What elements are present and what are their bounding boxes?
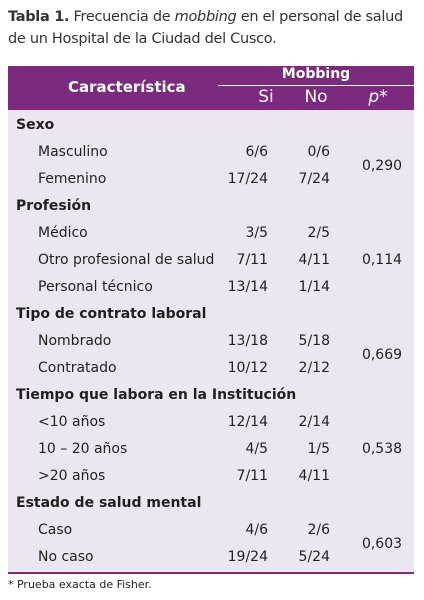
cell-no: 2/12: [298, 360, 330, 376]
caption-text: Frecuencia de: [73, 9, 171, 25]
cell-yes: 4/5: [245, 441, 268, 457]
group-title: Estado de salud mental: [16, 495, 202, 511]
row-label: No caso: [38, 549, 94, 565]
cell-yes: 3/5: [245, 225, 268, 241]
header-rule: [218, 85, 414, 86]
row-label: Contratado: [38, 360, 117, 376]
cell-p: 0,603: [361, 535, 403, 552]
footnote: * Prueba exacta de Fisher.: [8, 578, 152, 591]
cell-no: 2/5: [307, 225, 330, 241]
header-cell: Si: [258, 87, 274, 107]
cell-yes: 6/6: [245, 144, 268, 160]
caption-italic: mobbing: [174, 9, 237, 25]
cell-yes: 10/12: [227, 360, 268, 376]
row-label: 10 – 20 años: [38, 441, 128, 457]
cell-yes: 4/6: [245, 522, 268, 538]
group-title: Profesión: [16, 198, 92, 214]
header-cell: Característica: [68, 78, 186, 96]
cell-p: 0,669: [361, 346, 403, 363]
group-title: Tipo de contrato laboral: [16, 306, 207, 322]
row-label: Femenino: [38, 171, 107, 187]
row-label: >20 años: [38, 468, 106, 484]
cell-no: 1/5: [307, 441, 330, 457]
caption-label: Tabla 1.: [8, 9, 70, 25]
cell-no: 7/24: [298, 171, 330, 187]
cell-no: 4/11: [298, 468, 330, 484]
cell-no: 5/24: [298, 549, 330, 565]
header-cell: Mobbing: [281, 66, 351, 82]
row-label: Masculino: [38, 144, 108, 160]
row-label: <10 años: [38, 414, 106, 430]
header-cell: No: [304, 87, 328, 107]
cell-no: 4/11: [298, 252, 330, 268]
caption: Tabla 1. Frecuencia de mobbing en el per…: [8, 6, 418, 50]
cell-yes: 7/11: [236, 468, 268, 484]
row-label: Personal técnico: [38, 279, 153, 295]
cell-yes: 7/11: [236, 252, 268, 268]
caption-text: en el personal de salud de un Hospital d…: [8, 9, 403, 47]
cell-no: 1/14: [298, 279, 330, 295]
cell-no: 2/6: [307, 522, 330, 538]
cell-yes: 13/14: [227, 279, 268, 295]
cell-yes: 17/24: [227, 171, 268, 187]
row-label: Otro profesional de salud: [38, 252, 215, 268]
group-title: Tiempo que labora en la Institución: [16, 387, 297, 403]
table-header: Característica Mobbing Si No p*: [8, 66, 414, 110]
row-label: Nombrado: [38, 333, 112, 349]
cell-yes: 19/24: [227, 549, 268, 565]
cell-p: 0,538: [361, 441, 403, 457]
header-cell: p*: [368, 87, 388, 107]
cell-yes: 13/18: [227, 333, 268, 349]
cell-p: 0,290: [361, 157, 403, 174]
row-label: Caso: [38, 522, 73, 538]
cell-no: 0/6: [307, 144, 330, 160]
table: Característica Mobbing Si No p* Sexo Masc…: [8, 66, 414, 574]
cell-p: 0,114: [361, 252, 403, 268]
cell-no: 5/18: [298, 333, 330, 349]
row-label: Médico: [38, 225, 88, 241]
group-title: Sexo: [16, 117, 55, 133]
cell-yes: 12/14: [227, 414, 268, 430]
cell-no: 2/14: [298, 414, 330, 430]
